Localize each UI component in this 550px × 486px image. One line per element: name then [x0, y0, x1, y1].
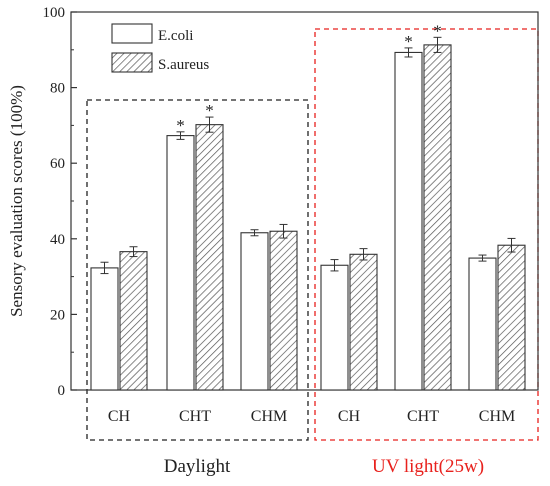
bar-saureus-5 [497, 244, 526, 391]
y-tick-label: 20 [50, 307, 65, 323]
y-axis-ticks: 0 20 40 60 80 100 [43, 5, 77, 399]
x-category-label: CHM [479, 408, 515, 425]
bar-saureus-4 [423, 44, 452, 391]
group-label: UV light(25w) [372, 456, 484, 477]
error-bars [100, 36, 516, 275]
bar-ecoli-4 [394, 51, 423, 391]
bar-saureus-3 [349, 253, 378, 391]
legend-swatch [111, 23, 153, 44]
bar-ecoli-1 [166, 135, 195, 391]
group-box [86, 99, 309, 441]
legend-label: E.coli [158, 28, 193, 44]
bar-saureus-0 [119, 251, 148, 391]
bars [90, 44, 526, 391]
x-axis-labels: CH CHT CHM CH CHT CHM [108, 408, 515, 425]
group-box [314, 28, 539, 441]
significance-star: * [176, 116, 185, 135]
significance-star: * [433, 21, 442, 40]
group-boxes [86, 28, 539, 441]
x-category-label: CHT [179, 408, 211, 425]
bar-ecoli-0 [90, 267, 119, 391]
legend-swatch [111, 52, 153, 73]
y-tick-label: 100 [43, 5, 66, 21]
y-tick-label: 80 [50, 81, 65, 97]
significance-star: * [404, 32, 413, 51]
bar-ecoli-5 [468, 257, 497, 391]
group-labels: Daylight UV light(25w) [164, 456, 484, 477]
x-category-label: CHM [251, 408, 287, 425]
significance-star: * [205, 101, 214, 120]
legend-label: S.aureus [158, 57, 209, 73]
y-axis-title: Sensory evaluation scores (100%) [7, 85, 26, 317]
y-tick-label: 60 [50, 156, 65, 172]
y-tick-label: 0 [58, 383, 66, 399]
y-tick-label: 40 [50, 232, 65, 248]
significance-markers: * * * * [176, 21, 442, 135]
bar-ecoli-2 [240, 232, 269, 391]
x-category-label: CH [108, 408, 131, 425]
x-category-label: CH [338, 408, 361, 425]
legend: E.coli S.aureus [111, 23, 209, 73]
bar-saureus-1 [195, 124, 224, 391]
x-category-label: CHT [407, 408, 439, 425]
bar-ecoli-3 [320, 264, 349, 391]
group-label: Daylight [164, 456, 231, 477]
bar-saureus-2 [269, 230, 298, 391]
